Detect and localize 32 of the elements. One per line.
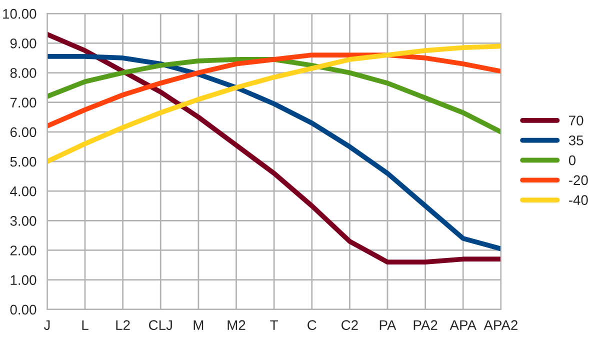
- x-tick-label: APA2: [484, 320, 518, 330]
- legend-label: 35: [568, 136, 584, 146]
- y-tick-label: 2.00: [10, 246, 36, 256]
- y-tick-label: 0.00: [10, 304, 36, 315]
- x-tick-label: L: [82, 320, 88, 330]
- line-series: [47, 32, 501, 264]
- x-tick-label: L2: [116, 320, 130, 330]
- y-tick-label: 9.00: [10, 38, 36, 48]
- x-tick-label: J: [44, 320, 50, 330]
- y-tick-label: 6.00: [10, 127, 36, 138]
- x-tick-label: C: [308, 320, 316, 330]
- x-tick-label: PA: [380, 320, 396, 330]
- legend-label: 70: [569, 116, 584, 126]
- y-tick-label: 10.00: [3, 8, 36, 19]
- x-tick-label: CLJ: [148, 320, 172, 330]
- x-tick-label: C2: [342, 320, 358, 330]
- line-series: [47, 54, 501, 252]
- legend-label: -20: [568, 175, 588, 186]
- x-tick-label: M2: [228, 320, 246, 330]
- y-tick-label: 8.00: [10, 68, 36, 78]
- y-tick-label: 5.00: [10, 156, 36, 167]
- x-tick-label: APA: [450, 320, 476, 330]
- x-tick-label: M: [194, 320, 204, 330]
- y-tick-label: 1.00: [10, 275, 36, 285]
- line-series: [47, 44, 501, 164]
- y-tick-label: 7.00: [10, 98, 36, 108]
- x-tick-label: T: [270, 320, 278, 330]
- legend-label: 0: [568, 155, 576, 166]
- y-tick-label: 4.00: [10, 186, 36, 196]
- x-tick-label: PA2: [414, 320, 438, 330]
- y-tick-label: 3.00: [10, 216, 36, 226]
- legend-label: -40: [568, 195, 588, 206]
